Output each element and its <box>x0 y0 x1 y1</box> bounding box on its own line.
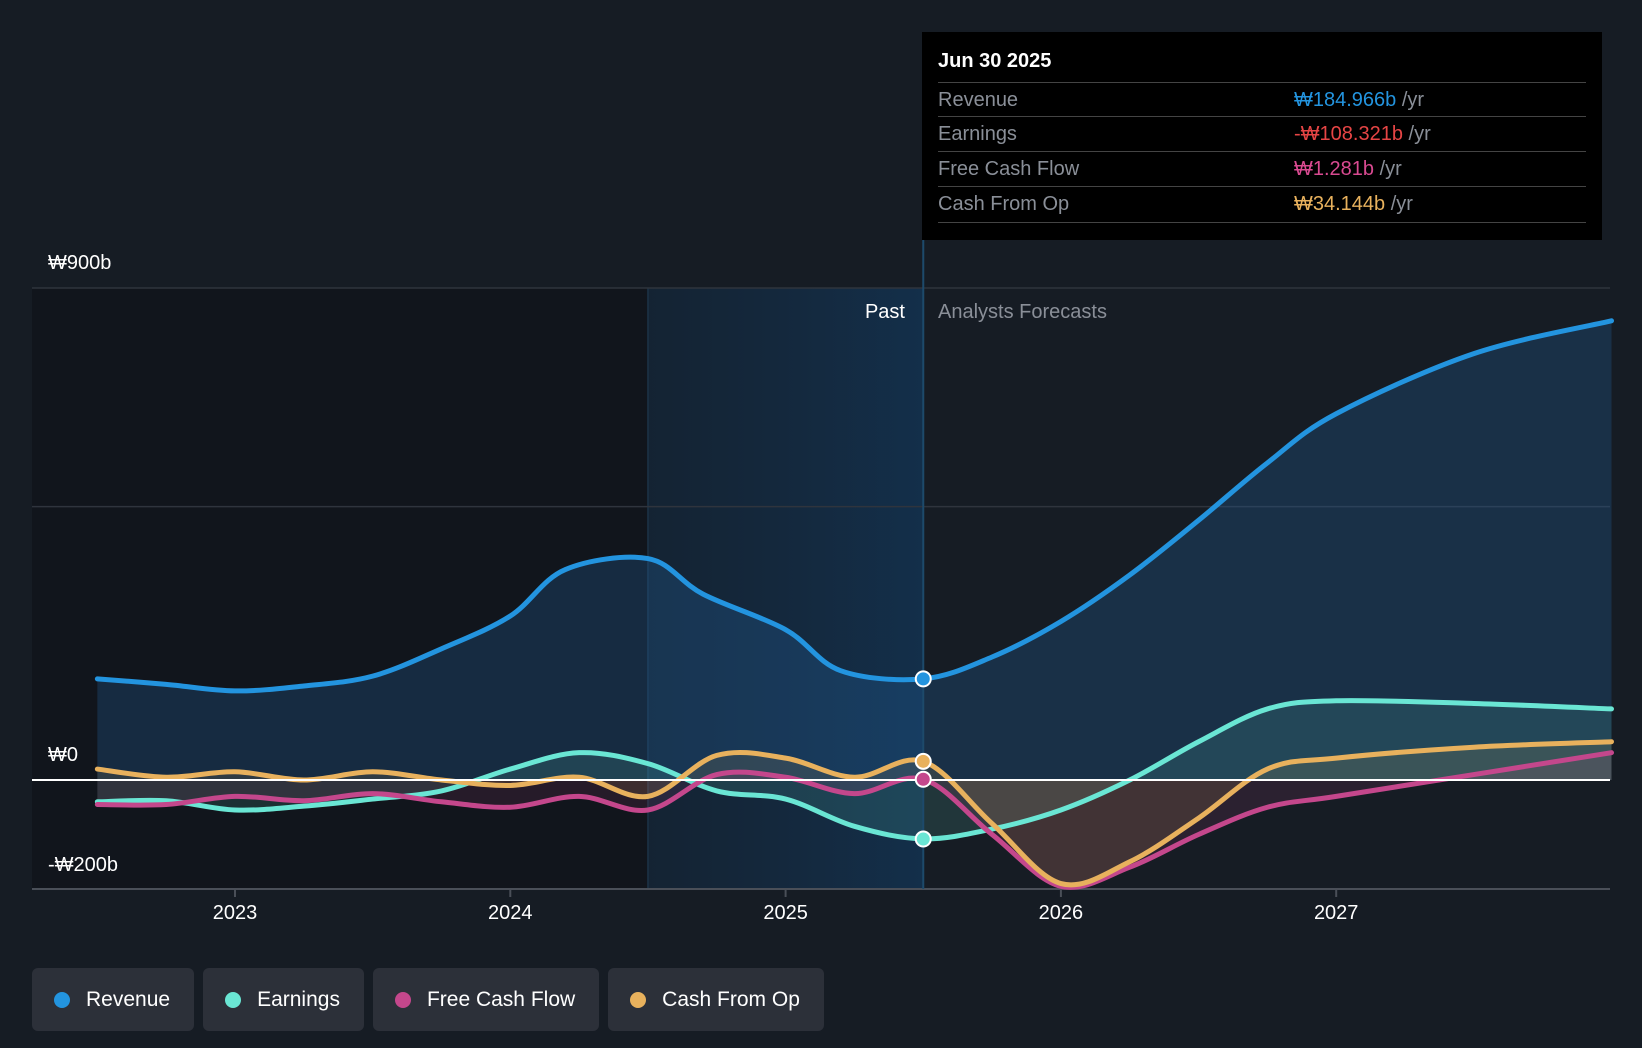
tooltip-date: Jun 30 2025 <box>938 50 1052 72</box>
past-label: Past <box>864 301 905 323</box>
tooltip-divider <box>938 222 1586 223</box>
tooltip-row-earnings: Earnings -₩108.321b /yr <box>938 116 1586 151</box>
legend-item-cash-from-op[interactable]: Cash From Op <box>608 968 824 1031</box>
tooltip-value: -₩108.321b <box>1294 123 1403 145</box>
tooltip-unit: /yr <box>1408 123 1431 145</box>
tooltip-value: ₩34.144b <box>1294 193 1386 215</box>
tooltip-value: ₩184.966b <box>1294 89 1397 111</box>
revenue-hover-point[interactable] <box>914 670 932 688</box>
revenue-area <box>97 320 1612 780</box>
tooltip-label: Cash From Op <box>938 193 1070 215</box>
cfo-dot-icon <box>630 991 647 1008</box>
tooltip-label: Free Cash Flow <box>938 158 1080 180</box>
tooltip-unit: /yr <box>1390 193 1413 215</box>
tooltip: Jun 30 2025 Revenue ₩184.966b /yr Earnin… <box>922 32 1602 240</box>
x-tick-label-2027: 2027 <box>1313 902 1359 924</box>
earnings-area <box>97 700 1612 839</box>
legend-label: Earnings <box>257 987 340 1011</box>
y-tick-label-900b: ₩900b <box>48 252 112 274</box>
x-tick-label-2026: 2026 <box>1038 902 1084 924</box>
earnings-line <box>94 698 1614 842</box>
past-region-dark <box>32 288 648 889</box>
tooltip-row-cfo: Cash From Op ₩34.144b /yr <box>938 186 1586 221</box>
tooltip-row-revenue: Revenue ₩184.966b /yr <box>938 82 1586 117</box>
legend: Revenue Earnings Free Cash Flow Cash Fro… <box>32 968 824 1031</box>
cash-from-op-hover-point[interactable] <box>914 752 932 770</box>
cash-from-op-line <box>94 739 1614 888</box>
x-tick-label-2023: 2023 <box>212 902 258 924</box>
y-tick-label-neg200b: -₩200b <box>48 854 119 876</box>
legend-label: Revenue <box>86 987 171 1011</box>
x-tick-label-2024: 2024 <box>488 902 533 924</box>
legend-item-free-cash-flow[interactable]: Free Cash Flow <box>372 968 600 1031</box>
free-cash-flow-line <box>94 750 1614 890</box>
tooltip-unit: /yr <box>1401 89 1425 111</box>
legend-item-earnings[interactable]: Earnings <box>203 968 364 1031</box>
y-tick-label-0: ₩0 <box>48 744 78 766</box>
tooltip-value: ₩1.281b <box>1294 158 1375 180</box>
free-cash-flow-area <box>97 752 1612 888</box>
legend-label: Cash From Op <box>662 987 800 1011</box>
tooltip-label: Earnings <box>938 123 1017 145</box>
earnings-hover-point[interactable] <box>914 830 932 848</box>
revenue-dot-icon <box>54 991 70 1008</box>
forecast-label: Analysts Forecasts <box>938 301 1107 323</box>
tooltip-label: Revenue <box>938 89 1019 111</box>
earnings-dot-icon <box>225 991 242 1008</box>
cash-from-op-area <box>97 741 1612 885</box>
free-cash-flow-hover-point[interactable] <box>914 770 932 788</box>
legend-label: Free Cash Flow <box>426 987 576 1011</box>
legend-item-revenue[interactable]: Revenue <box>32 968 195 1031</box>
fcf-dot-icon <box>394 991 411 1008</box>
tooltip-unit: /yr <box>1379 158 1402 180</box>
tooltip-row-fcf: Free Cash Flow ₩1.281b /yr <box>938 151 1586 186</box>
x-tick-label-2025: 2025 <box>763 902 808 924</box>
revenue-line <box>94 318 1614 694</box>
